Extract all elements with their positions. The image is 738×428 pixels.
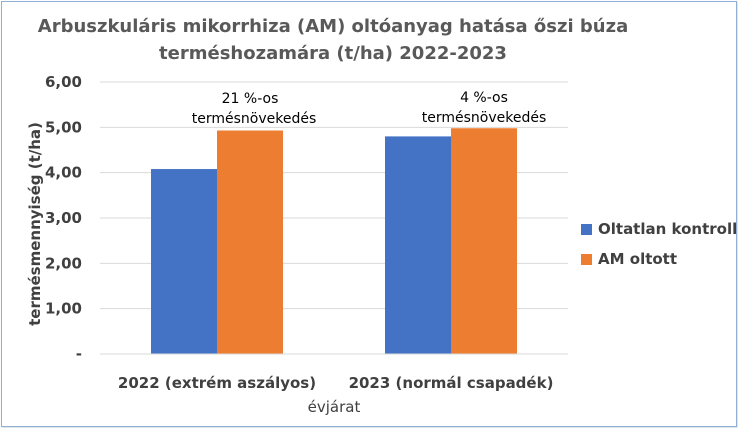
annotation-text: 21 %-os (222, 91, 279, 107)
legend: Oltatlan kontroll AM oltott (581, 220, 736, 268)
legend-swatch (581, 254, 592, 265)
y-tick-label: 6,00 (45, 73, 82, 91)
annotation-text: termésnövekedés (422, 110, 547, 126)
y-axis-ticks: - 1,00 2,00 3,00 4,00 5,00 6,00 (45, 73, 82, 363)
annotations: 21 %-os termésnövekedés 4 %-os termésnöveke… (192, 90, 547, 127)
y-tick-label: 4,00 (45, 164, 82, 182)
y-tick-label: 3,00 (45, 209, 82, 227)
legend-label: AM oltott (598, 250, 677, 268)
bars (151, 128, 517, 354)
x-tick-label: 2023 (normál csapadék) (349, 374, 554, 392)
y-tick-label: 1,00 (45, 300, 82, 318)
annotation-text: 4 %-os (460, 90, 508, 106)
x-tick-label: 2022 (extrém aszályos) (118, 374, 316, 392)
x-axis-title: évjárat (308, 398, 361, 416)
bar-oltatlan-kontroll-0 (151, 169, 217, 354)
bar-am-oltott-1 (451, 128, 517, 354)
chart-title-line: terméshozamára (t/ha) 2022-2023 (159, 43, 507, 64)
bar-oltatlan-kontroll-1 (385, 136, 451, 354)
legend-label: Oltatlan kontroll (598, 220, 736, 238)
chart-title: Arbuszkuláris mikorrhiza (AM) oltóanyag … (38, 16, 628, 64)
legend-swatch (581, 224, 592, 235)
bar-am-oltott-0 (217, 130, 283, 354)
chart-title-line: Arbuszkuláris mikorrhiza (AM) oltóanyag … (38, 16, 628, 37)
y-tick-label: 5,00 (45, 118, 82, 136)
y-tick-label: 2,00 (45, 254, 82, 272)
y-axis-title: termésmennyiség (t/ha) (26, 122, 44, 326)
y-tick-label: - (76, 345, 82, 363)
x-axis-ticks: 2022 (extrém aszályos) 2023 (normál csapa… (118, 374, 554, 392)
annotation-text: termésnövekedés (192, 111, 317, 127)
